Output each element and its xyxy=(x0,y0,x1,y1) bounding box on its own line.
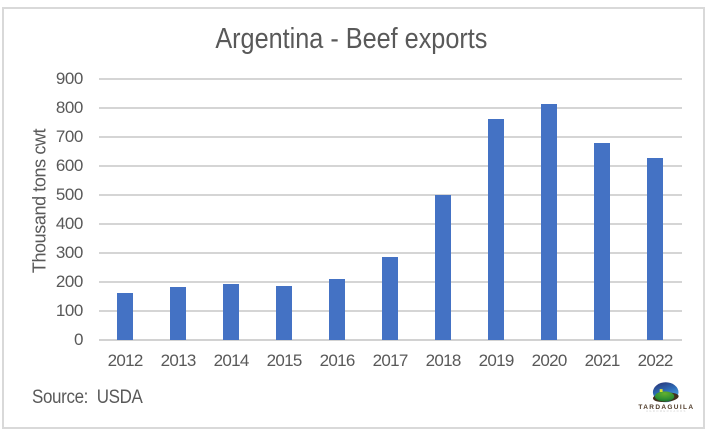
svg-text:TARDAGUILA: TARDAGUILA xyxy=(638,404,694,411)
svg-text:AGROMERCADOS: AGROMERCADOS xyxy=(646,409,687,413)
